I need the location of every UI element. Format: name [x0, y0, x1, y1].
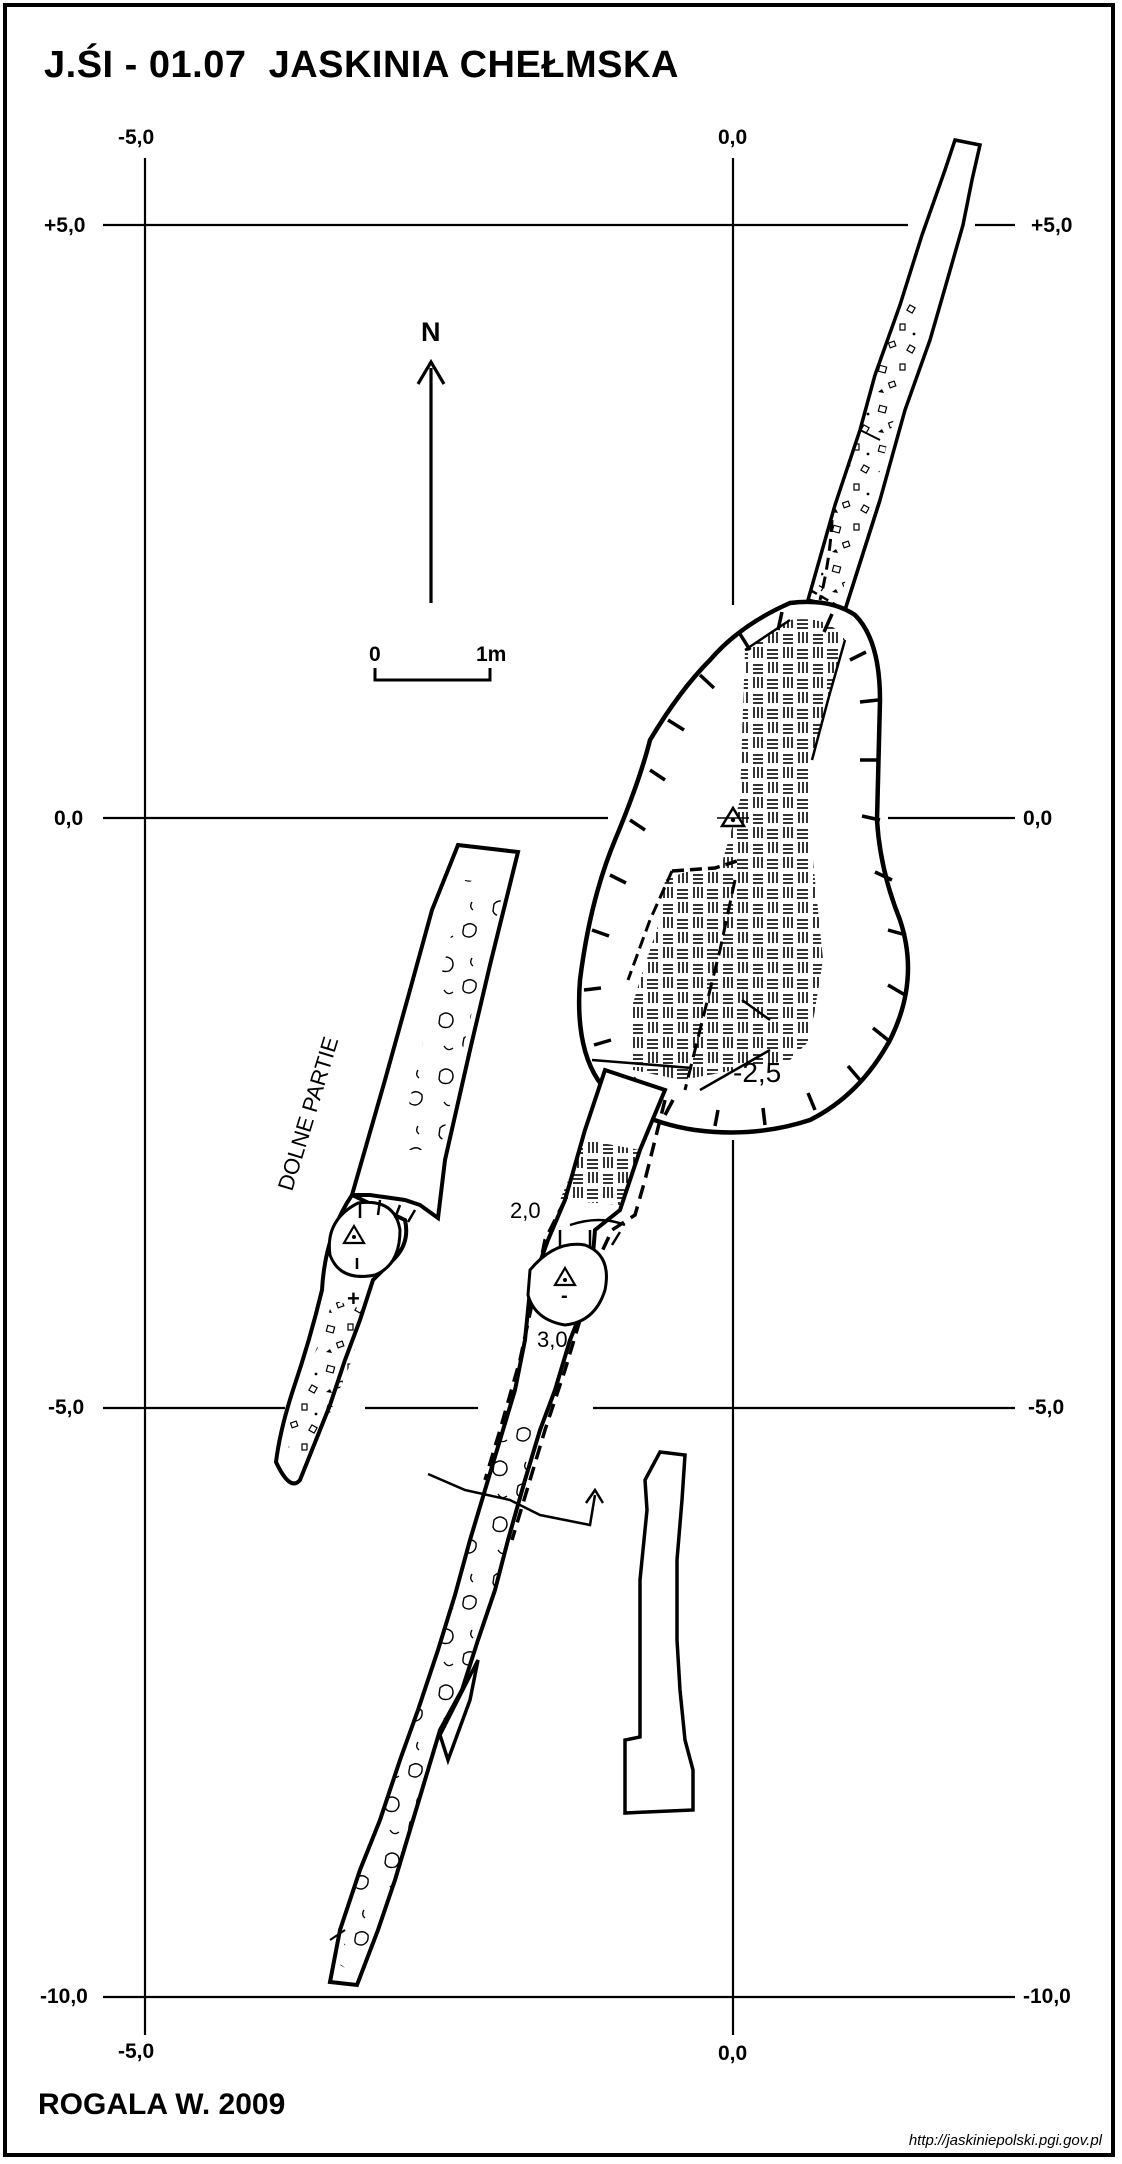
grid-label-bottom-x-left: -5,0 — [118, 2040, 155, 2063]
lower-parts-label: DOLNE PARTIE — [273, 1034, 343, 1194]
source-url[interactable]: http://jaskiniepolski.pgi.gov.pl — [908, 2132, 1102, 2149]
cross-section-outline — [623, 1450, 695, 1815]
lower-main-passage: - 2,0 3,0 — [327, 1067, 668, 1988]
grid-label-right-y-minus5: -5,0 — [1028, 1396, 1065, 1419]
grid-lines — [103, 158, 1015, 2035]
depth-label-b: 3,0 — [537, 1327, 568, 1352]
map-frame — [3, 3, 1115, 2157]
upper-passage — [805, 137, 983, 613]
plus-symbol: + — [347, 1286, 360, 1311]
lower-parts: + DOLNE PARTIE — [273, 842, 521, 1486]
grid-label-left-y-plus5: +5,0 — [44, 214, 86, 237]
grid-label-left-y-minus5: -5,0 — [48, 1396, 85, 1419]
map-title: J.ŚI - 01.07 JASKINIA CHEŁMSKA — [44, 44, 679, 86]
grid-label-right-y-plus5: +5,0 — [1031, 214, 1073, 237]
grid-label-top-x-right: 0,0 — [718, 126, 748, 149]
grid-label-left-y-0: 0,0 — [54, 807, 84, 830]
grid-label-right-y-0: 0,0 — [1023, 807, 1053, 830]
scale-end-label: 1m — [476, 643, 506, 666]
author-label: ROGALA W. 2009 — [38, 2088, 286, 2121]
grid-label-bottom-x-right: 0,0 — [718, 2042, 748, 2065]
scale-start-label: 0 — [369, 643, 381, 666]
grid-label-left-y-minus10: -10,0 — [40, 1985, 88, 2008]
scale-bar: 0 1m — [369, 643, 506, 682]
grid-label-top-x-left: -5,0 — [118, 126, 155, 149]
north-arrow: N — [416, 317, 446, 603]
depth-label-a: 2,0 — [510, 1198, 541, 1223]
grid-label-right-y-minus10: -10,0 — [1023, 1985, 1071, 2008]
north-label: N — [421, 317, 441, 347]
depth-label-chamber: -2,5 — [733, 1057, 781, 1088]
minus-symbol: - — [561, 1285, 568, 1307]
main-chamber: -2,5 — [576, 599, 911, 1135]
